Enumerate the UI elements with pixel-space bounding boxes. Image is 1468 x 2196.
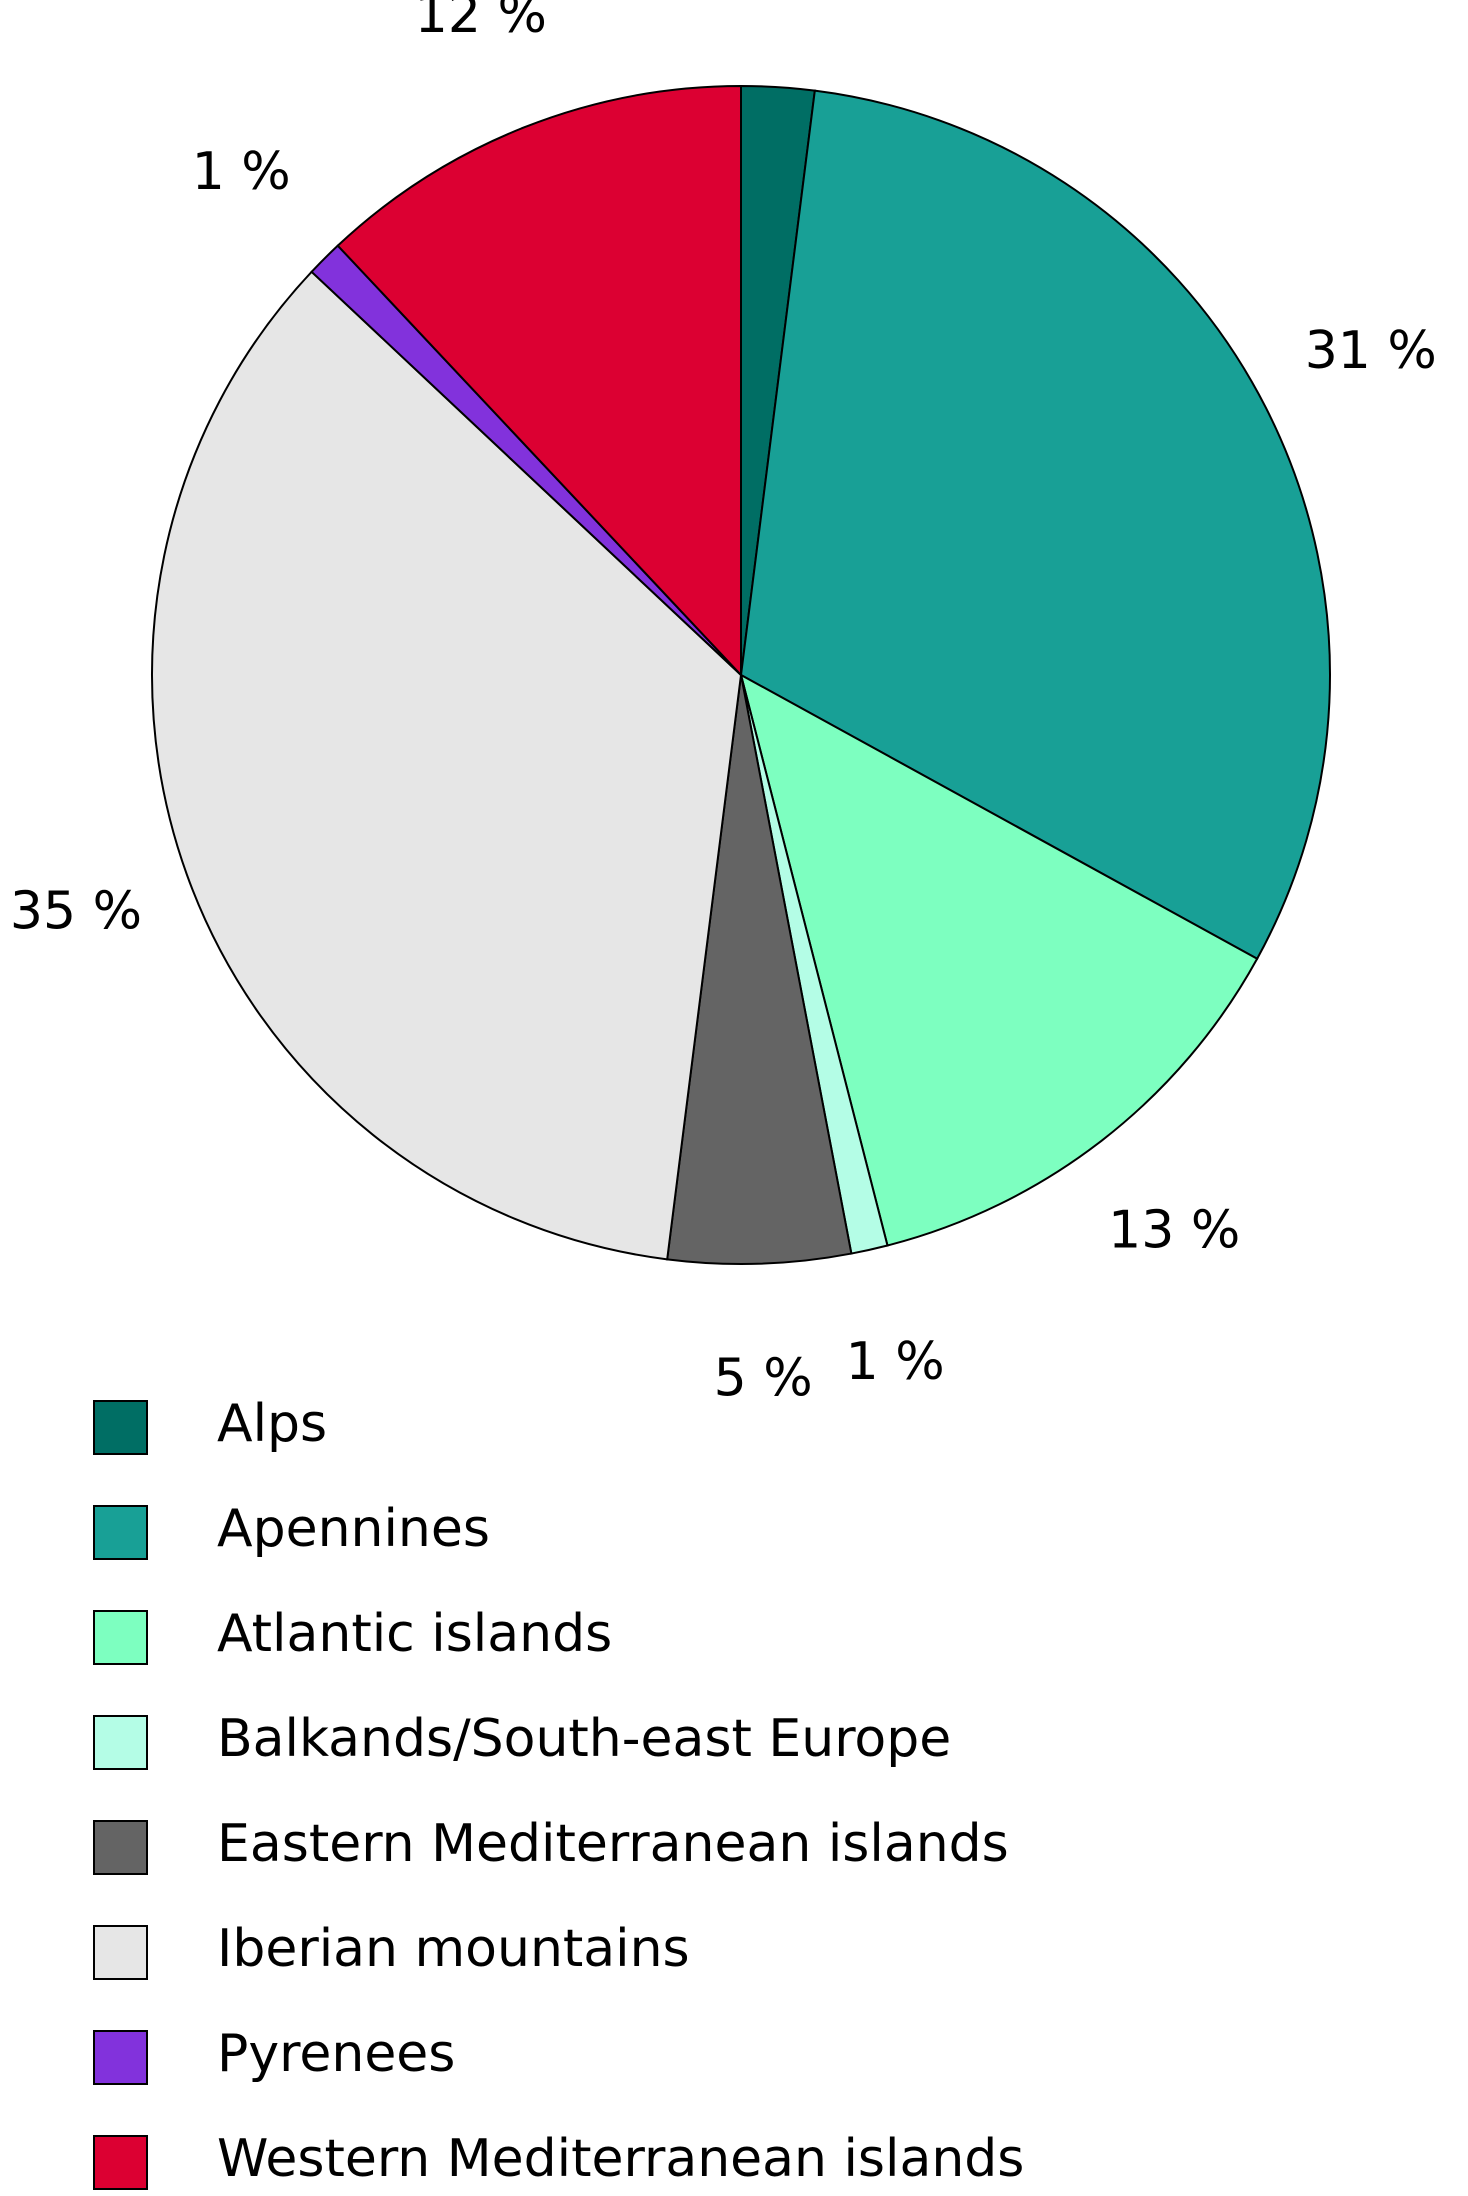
pie-slice	[739, 673, 1259, 1247]
legend-swatch	[93, 1820, 148, 1875]
slice-label: 31 %	[1305, 321, 1437, 381]
legend-label: Apennines	[217, 1499, 490, 1559]
pie-slice	[336, 84, 742, 678]
slice-label: 1 %	[846, 1332, 945, 1392]
legend-swatch	[93, 2030, 148, 2085]
legend-label: Balkands/South-east Europe	[217, 1709, 951, 1769]
legend-label: Eastern Mediterranean islands	[217, 1814, 1009, 1874]
pie-slice	[739, 89, 1331, 961]
slice-label: 12 %	[415, 0, 547, 45]
legend-label: Western Mediterranean islands	[217, 2129, 1024, 2189]
slice-label: 5 %	[714, 1348, 813, 1408]
legend-label: Pyrenees	[217, 2024, 455, 2084]
pie-slice	[666, 674, 853, 1266]
slice-label: 1 %	[192, 142, 291, 202]
pie-slice	[151, 270, 743, 1261]
legend-swatch	[93, 1505, 148, 1560]
slice-label: 13 %	[1108, 1200, 1240, 1260]
legend-swatch	[93, 1715, 148, 1770]
legend-swatch	[93, 1925, 148, 1980]
legend-swatch	[93, 1400, 148, 1455]
legend-label: Alps	[217, 1394, 327, 1454]
legend-label: Atlantic islands	[217, 1604, 612, 1664]
legend-swatch	[93, 1610, 148, 1665]
legend-swatch	[93, 2135, 148, 2190]
slice-label: 35 %	[10, 881, 142, 941]
legend-label: Iberian mountains	[217, 1919, 690, 1979]
